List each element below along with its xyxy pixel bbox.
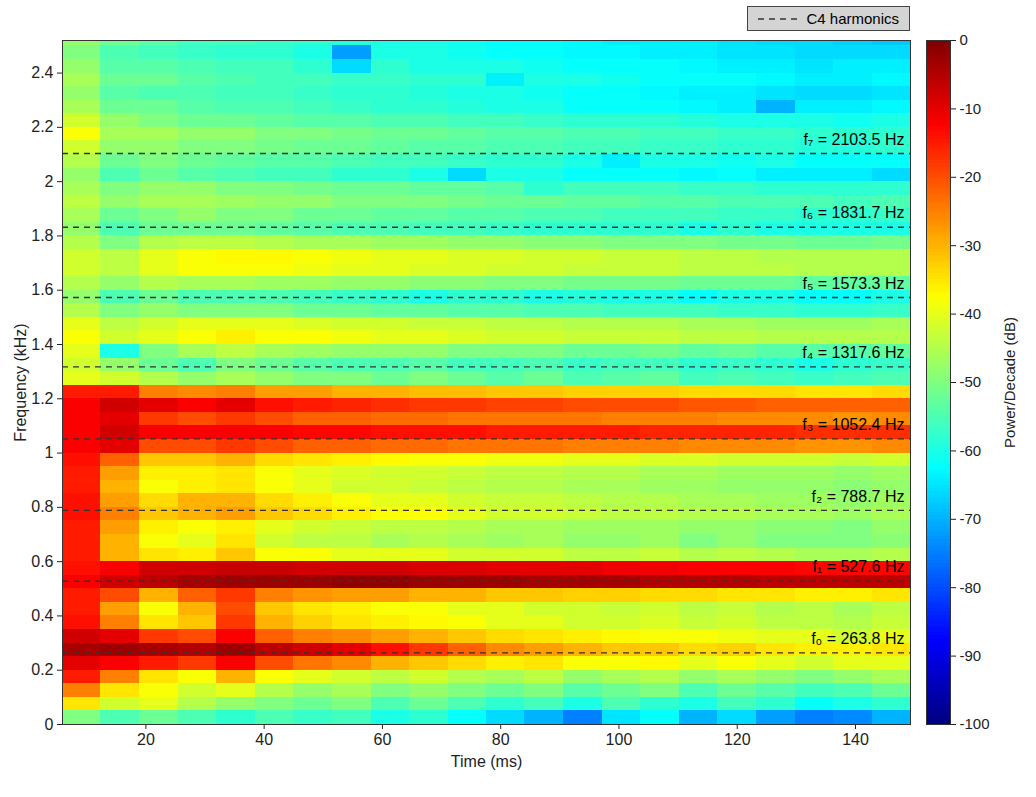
svg-text:-40: -40 — [960, 305, 982, 322]
svg-text:Frequency (kHz): Frequency (kHz) — [12, 323, 29, 441]
svg-text:-50: -50 — [960, 373, 982, 390]
svg-text:f₂ = 788.7 Hz: f₂ = 788.7 Hz — [812, 488, 905, 505]
svg-text:2: 2 — [45, 173, 54, 190]
svg-text:1.6: 1.6 — [31, 281, 53, 298]
svg-text:0.6: 0.6 — [31, 553, 53, 570]
svg-text:f₁ = 527.6 Hz: f₁ = 527.6 Hz — [812, 558, 904, 575]
svg-text:-80: -80 — [960, 579, 982, 596]
svg-text:Time (ms): Time (ms) — [451, 753, 522, 770]
html-text:C4 harmonics: C4 harmonics — [806, 10, 899, 27]
svg-text:0: 0 — [960, 31, 968, 48]
svg-text:0: 0 — [45, 716, 54, 733]
svg-text:-20: -20 — [960, 168, 982, 185]
svg-text:Power/Decade (dB): Power/Decade (dB) — [1001, 317, 1018, 448]
svg-text:-60: -60 — [960, 442, 982, 459]
svg-text:20: 20 — [137, 731, 155, 748]
svg-text:0.4: 0.4 — [31, 607, 53, 624]
svg-text:100: 100 — [606, 731, 633, 748]
svg-text:f₄ = 1317.6 Hz: f₄ = 1317.6 Hz — [802, 344, 904, 361]
svg-text:140: 140 — [842, 731, 869, 748]
svg-text:f₇ = 2103.5 Hz: f₇ = 2103.5 Hz — [803, 131, 904, 148]
svg-text:-70: -70 — [960, 510, 982, 527]
svg-text:-10: -10 — [960, 100, 982, 117]
svg-text:2.2: 2.2 — [31, 118, 53, 135]
svg-text:80: 80 — [492, 731, 510, 748]
svg-text:-30: -30 — [960, 237, 982, 254]
svg-text:f₃ = 1052.4 Hz: f₃ = 1052.4 Hz — [802, 416, 904, 433]
svg-text:-90: -90 — [960, 647, 982, 664]
svg-text:-100: -100 — [960, 715, 990, 732]
svg-text:60: 60 — [374, 731, 392, 748]
svg-text:f₅ = 1573.3 Hz: f₅ = 1573.3 Hz — [802, 275, 904, 292]
svg-text:120: 120 — [724, 731, 751, 748]
svg-text:0.8: 0.8 — [31, 498, 53, 515]
svg-text:0.2: 0.2 — [31, 661, 53, 678]
svg-text:1.8: 1.8 — [31, 227, 53, 244]
svg-text:1.4: 1.4 — [31, 336, 53, 353]
svg-text:1.2: 1.2 — [31, 390, 53, 407]
svg-text:40: 40 — [255, 731, 273, 748]
svg-text:f₆ = 1831.7 Hz: f₆ = 1831.7 Hz — [802, 204, 904, 221]
svg-text:f₀ = 263.8 Hz: f₀ = 263.8 Hz — [811, 630, 904, 647]
svg-text:1: 1 — [45, 444, 54, 461]
svg-text:2.4: 2.4 — [31, 64, 53, 81]
